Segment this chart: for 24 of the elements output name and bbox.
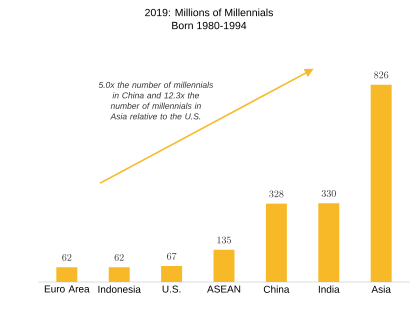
bar <box>56 267 78 282</box>
x-tick-label: Asia <box>371 286 391 293</box>
x-tick-label: U.S. <box>162 286 180 293</box>
data-label: 62 <box>62 254 72 261</box>
x-tick-label: India <box>318 286 340 293</box>
chart-title: 2019: Millions of Millennials <box>145 8 273 16</box>
data-label: 328 <box>269 190 284 198</box>
data-label: 67 <box>167 252 176 260</box>
data-label: 62 <box>114 254 124 261</box>
x-tick-label: China <box>264 286 290 293</box>
data-label: 135 <box>217 236 231 244</box>
data-label: 330 <box>322 190 336 197</box>
bar <box>370 84 392 282</box>
data-label: 826 <box>374 72 388 78</box>
chart-subtitle: Born 1980-1994 <box>172 22 246 30</box>
x-tick-label: Euro Area <box>44 286 90 293</box>
bar <box>108 267 130 282</box>
annotation: 5.0x the number of millennials in China and 12.3x the number of millennials in Asia relative to the U.S. <box>98 82 214 120</box>
bar <box>161 266 182 282</box>
x-tick-label: Indonesia <box>98 286 141 293</box>
x-tick-label: ASEAN <box>207 286 240 293</box>
bar <box>318 203 340 282</box>
bar <box>214 250 234 282</box>
bar <box>266 204 287 282</box>
